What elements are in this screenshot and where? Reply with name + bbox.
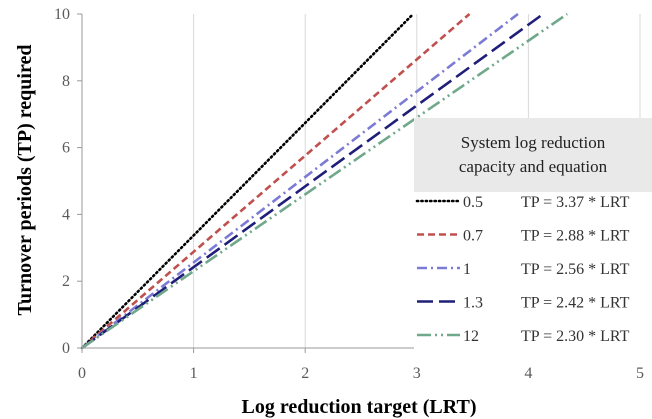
legend-equation-3: TP = 2.56 * LRT [521, 261, 630, 278]
y-tick-label-6: 6 [62, 140, 70, 157]
series-lines [80, 12, 568, 350]
legend-equation-4: TP = 2.42 * LRT [521, 295, 630, 312]
legend-label-2: 0.7 [463, 228, 483, 245]
y-axis-title: Turnover periods (TP) required [14, 45, 36, 316]
series-line-1 [80, 12, 415, 350]
x-axis-title: Log reduction target (LRT) [241, 396, 476, 418]
series-line-3 [81, 12, 519, 350]
legend-label-4: 1.3 [463, 295, 483, 312]
y-tick-label-8: 8 [62, 73, 70, 90]
x-tick-label-4: 4 [524, 365, 532, 382]
series-line-2 [81, 13, 471, 349]
y-tick-labels: 0 2 4 6 8 10 [54, 6, 70, 357]
y-tick-label-2: 2 [62, 273, 70, 290]
legend-title-background [414, 118, 652, 192]
x-tick-label-5: 5 [636, 365, 644, 382]
y-tick-label-4: 4 [62, 206, 70, 223]
legend: System log reduction capacity and equati… [414, 118, 652, 360]
legend-equation-2: TP = 2.88 * LRT [521, 228, 630, 245]
x-tick-labels: 0 1 2 3 4 5 [78, 365, 644, 382]
y-tick-label-10: 10 [54, 6, 70, 23]
legend-entries: 0.5 TP = 3.37 * LRT 0.7 TP = 2.88 * LRT 1 TP … [415, 194, 630, 345]
series-line-4 [81, 12, 544, 350]
x-tick-label-2: 2 [301, 365, 309, 382]
legend-label-5: 12 [463, 328, 479, 345]
legend-label-1: 0.5 [463, 194, 483, 211]
y-tick-label-0: 0 [62, 340, 70, 357]
legend-label-3: 1 [463, 261, 471, 278]
x-tick-label-0: 0 [78, 365, 86, 382]
series-line-5 [81, 12, 568, 350]
x-tick-label-3: 3 [413, 365, 421, 382]
legend-title-line-2: capacity and equation [459, 157, 608, 176]
legend-equation-5: TP = 2.30 * LRT [521, 328, 630, 345]
x-tick-label-1: 1 [190, 365, 198, 382]
legend-title-line-1: System log reduction [461, 133, 606, 152]
legend-equation-1: TP = 3.37 * LRT [521, 194, 630, 211]
